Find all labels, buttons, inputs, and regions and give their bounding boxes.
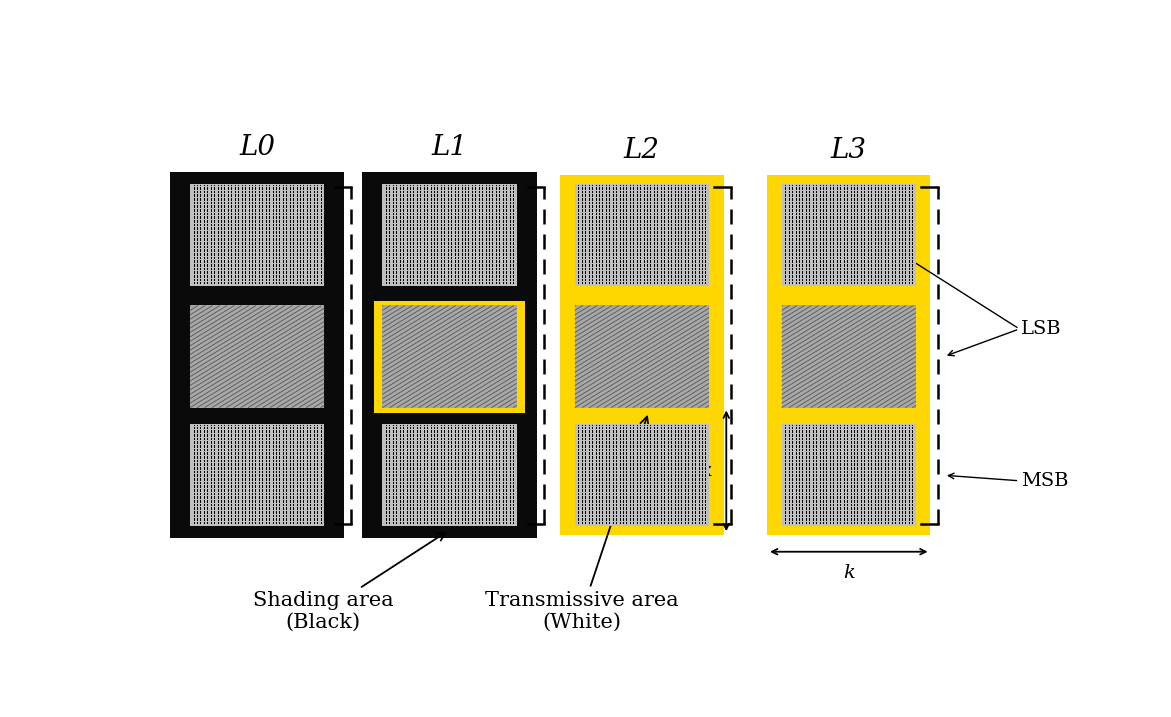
Text: Shading area
(Black): Shading area (Black)	[253, 533, 445, 632]
Bar	[382, 424, 516, 526]
Bar	[774, 419, 924, 531]
Text: L2: L2	[624, 137, 660, 164]
Bar	[774, 300, 924, 412]
Text: LSB: LSB	[1021, 320, 1062, 338]
Bar	[170, 172, 344, 538]
Bar	[767, 175, 931, 535]
Text: Transmissive area
(White): Transmissive area (White)	[485, 417, 679, 632]
Bar	[190, 305, 324, 408]
Bar	[382, 305, 516, 408]
Text: L3: L3	[830, 137, 867, 164]
Bar	[575, 184, 710, 286]
Bar	[362, 172, 536, 538]
Bar	[375, 300, 525, 412]
Bar	[560, 175, 724, 535]
Bar	[782, 305, 916, 408]
Bar	[782, 424, 916, 526]
Text: k: k	[843, 564, 855, 581]
Text: MSB: MSB	[1021, 472, 1069, 490]
Text: L0: L0	[239, 133, 275, 161]
Bar	[782, 184, 916, 286]
Bar	[575, 424, 710, 526]
Text: L1: L1	[431, 133, 467, 161]
Text: k: k	[700, 462, 712, 480]
Bar	[774, 179, 924, 291]
Bar	[190, 424, 324, 526]
Bar	[190, 184, 324, 286]
Bar	[575, 305, 710, 408]
Bar	[382, 184, 516, 286]
